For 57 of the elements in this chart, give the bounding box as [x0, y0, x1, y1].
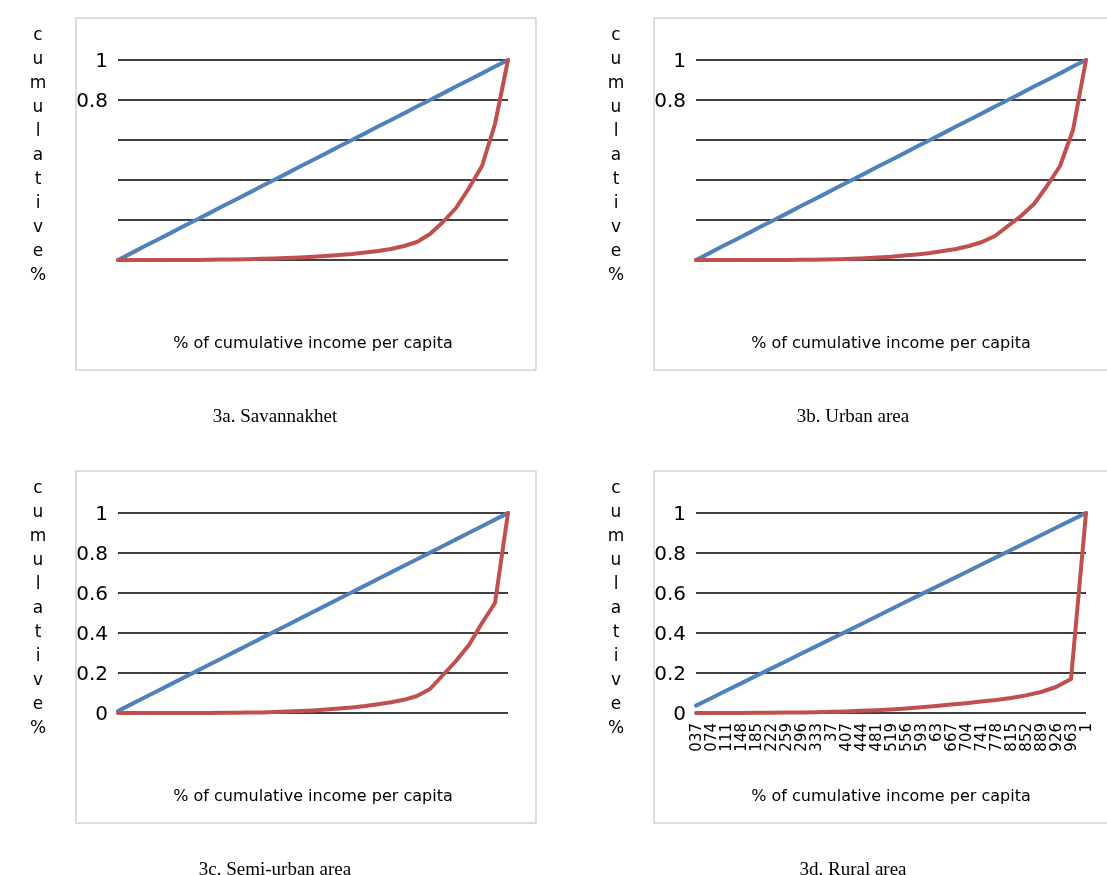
x-axis-title: % of cumulative income per capita [173, 786, 453, 805]
y-tick-label: 1 [95, 48, 108, 72]
x-tick-label: 074 [702, 723, 720, 752]
text: cumulative % [29, 477, 47, 737]
x-tick-label: 444 [852, 723, 870, 752]
x-tick-label: 556 [897, 723, 915, 752]
x-tick-label: 778 [987, 723, 1005, 752]
text: 3c. Semi-urban area [198, 858, 352, 875]
x-axis-title: % of cumulative income per capita [173, 333, 453, 352]
text: cumulative % [607, 24, 625, 284]
text: cumulative % [607, 477, 625, 737]
x-tick-label: 741 [972, 723, 990, 752]
y-tick-label: 0.2 [654, 661, 686, 685]
y-tick-label: 0.8 [654, 541, 686, 565]
y-tick-label: 0 [95, 701, 108, 725]
x-tick-label: 1 [1077, 723, 1095, 733]
x-tick-label: 37 [822, 723, 840, 743]
x-tick-label: 889 [1032, 723, 1050, 752]
x-tick-label: 148 [732, 723, 750, 752]
y-tick-label: 0.8 [76, 88, 108, 112]
x-axis-title: % of cumulative income per capita [751, 786, 1031, 805]
text: cumulative % [29, 24, 47, 284]
line-series [116, 58, 510, 262]
x-tick-label: 407 [837, 723, 855, 752]
y-tick-label: 1 [95, 501, 108, 525]
y-tick-label: 0.8 [76, 541, 108, 565]
x-tick-label: 185 [747, 723, 765, 752]
x-tick-label: 963 [1062, 723, 1080, 752]
x-tick-label: 704 [957, 723, 975, 752]
text: 3b. Urban area [796, 405, 910, 426]
text: 3d. Rural area [799, 858, 908, 875]
x-tick-label: 259 [777, 723, 795, 752]
y-tick-label: 0.6 [654, 581, 686, 605]
x-tick-label: 593 [912, 723, 930, 752]
y-tick-label: 0.6 [76, 581, 108, 605]
x-tick-label: 667 [942, 723, 960, 752]
x-tick-label: 111 [717, 723, 735, 752]
y-tick-label: 0.4 [654, 621, 686, 645]
x-tick-label: 926 [1047, 723, 1065, 752]
x-tick-label: 63 [927, 723, 945, 743]
line-series [694, 58, 1088, 262]
x-tick-label: 815 [1002, 723, 1020, 752]
x-tick-label: 852 [1017, 723, 1035, 752]
x-axis-title: % of cumulative income per capita [751, 333, 1031, 352]
x-tick-label: 519 [882, 723, 900, 752]
y-tick-label: 0 [673, 701, 686, 725]
x-tick-label: 296 [792, 723, 810, 752]
y-tick-label: 0.8 [654, 88, 686, 112]
x-tick-label: 481 [867, 723, 885, 752]
x-tick-label: 222 [762, 723, 780, 752]
x-tick-label: 037 [687, 723, 705, 752]
y-tick-label: 0.2 [76, 661, 108, 685]
y-tick-label: 1 [673, 501, 686, 525]
y-tick-label: 0.4 [76, 621, 108, 645]
y-tick-label: 1 [673, 48, 686, 72]
x-tick-label: 333 [807, 723, 825, 752]
text: 3a. Savannakhet [212, 405, 338, 426]
